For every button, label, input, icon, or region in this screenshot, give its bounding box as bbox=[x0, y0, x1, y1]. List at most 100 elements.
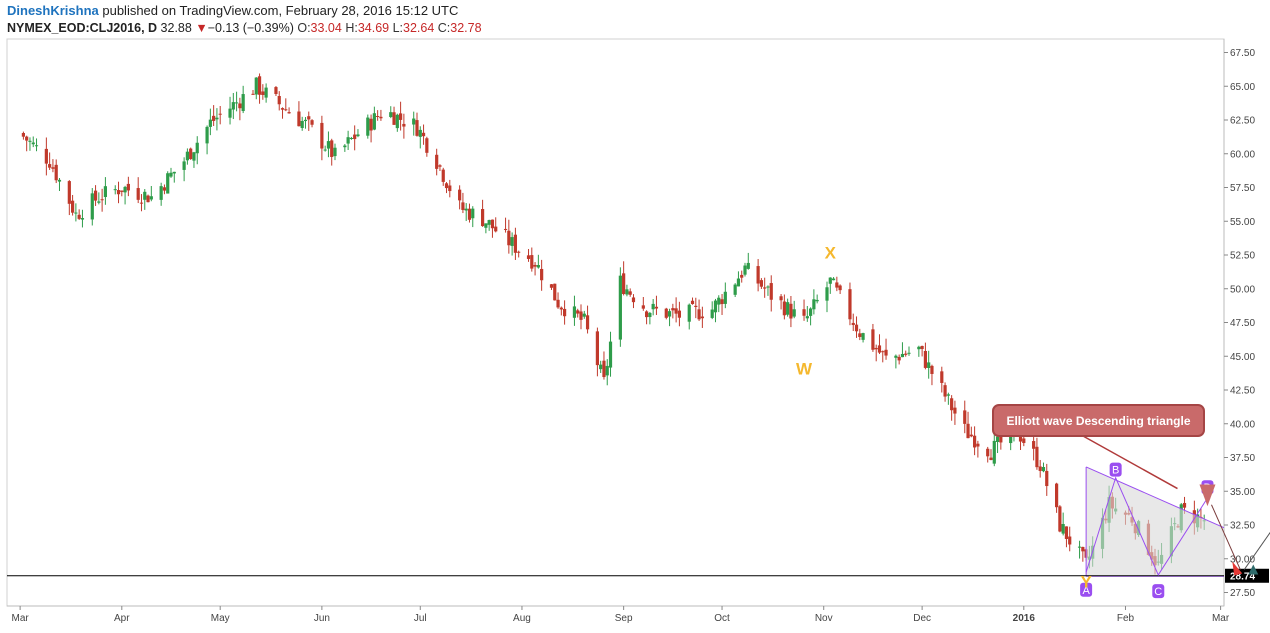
candle-body bbox=[251, 93, 255, 95]
candle-body bbox=[782, 301, 786, 316]
candle-body bbox=[690, 300, 695, 305]
candle-body bbox=[894, 355, 898, 358]
candle-body bbox=[123, 186, 127, 193]
candle-body bbox=[585, 315, 590, 330]
x-tick-label: Sep bbox=[615, 613, 633, 624]
candle-body bbox=[284, 109, 288, 111]
candle-body bbox=[667, 311, 672, 317]
candle-body bbox=[576, 310, 580, 314]
candle-body bbox=[503, 228, 508, 230]
candle-body bbox=[631, 297, 636, 303]
candle-body bbox=[651, 303, 655, 310]
candle-body bbox=[189, 148, 193, 160]
candle-body bbox=[572, 306, 577, 318]
candle-body bbox=[310, 120, 314, 125]
candle-body bbox=[28, 140, 32, 142]
y-tick-label: 30.00 bbox=[1230, 554, 1255, 565]
candle-body bbox=[330, 140, 334, 157]
candle-body bbox=[100, 199, 104, 201]
x-tick-label: Feb bbox=[1117, 613, 1135, 624]
candle-body bbox=[549, 284, 554, 288]
x-tick-label: Jun bbox=[314, 613, 330, 624]
candle-body bbox=[166, 173, 170, 194]
candle-body bbox=[517, 251, 521, 253]
candle-body bbox=[950, 398, 954, 411]
y-tick-label: 65.00 bbox=[1230, 82, 1255, 93]
candle-body bbox=[927, 362, 931, 368]
author-link[interactable]: DineshKrishna bbox=[7, 3, 99, 18]
candle-body bbox=[628, 291, 632, 295]
candle-body bbox=[805, 316, 809, 319]
candle-body bbox=[467, 208, 472, 220]
close-label: C: bbox=[437, 21, 451, 35]
candle-body bbox=[986, 448, 990, 457]
candle-body bbox=[44, 148, 48, 164]
candle-body bbox=[602, 360, 606, 378]
candle-body bbox=[1041, 467, 1046, 472]
candle-body bbox=[80, 218, 85, 220]
candle-body bbox=[992, 440, 996, 464]
symbol-info: NYMEX_EOD:CLJ2016, D 32.88 ▼−0.13 (−0.39… bbox=[7, 21, 482, 35]
candle-body bbox=[369, 118, 373, 131]
y-tick-label: 67.50 bbox=[1230, 48, 1255, 59]
candle-body bbox=[494, 226, 498, 232]
candle-body bbox=[740, 274, 744, 278]
candle-body bbox=[989, 457, 993, 460]
x-tick-label: Mar bbox=[12, 613, 30, 624]
x-tick-label: Dec bbox=[913, 613, 931, 624]
candle-body bbox=[835, 282, 839, 288]
candle-body bbox=[287, 112, 291, 114]
candle-body bbox=[343, 145, 347, 148]
candle-body bbox=[579, 311, 583, 320]
wave-letter: W bbox=[796, 359, 813, 378]
candle-body bbox=[185, 151, 189, 161]
candle-body bbox=[897, 356, 901, 361]
candle-body bbox=[162, 187, 167, 191]
candle-body bbox=[671, 308, 675, 311]
low-label: L: bbox=[392, 21, 404, 35]
y-tick-label: 40.00 bbox=[1230, 419, 1255, 430]
callout-text: Elliott wave Descending triangle bbox=[1006, 414, 1190, 428]
candle-body bbox=[438, 165, 442, 167]
red-down-marker-icon bbox=[1199, 484, 1216, 507]
candle-body bbox=[769, 283, 773, 300]
symbol-name: NYMEX_EOD:CLJ2016, D bbox=[7, 21, 158, 35]
candle-body bbox=[90, 193, 94, 220]
candle-body bbox=[444, 183, 449, 189]
candle-body bbox=[710, 309, 714, 318]
high-label: H: bbox=[345, 21, 358, 35]
candle-body bbox=[733, 284, 737, 295]
wave-path bbox=[1085, 476, 1208, 577]
candle-body bbox=[159, 186, 163, 200]
plot-frame bbox=[6, 38, 1225, 607]
candle-body bbox=[677, 310, 681, 318]
candle-body bbox=[389, 112, 393, 117]
y-tick-label: 27.50 bbox=[1230, 588, 1255, 599]
triangle-shading bbox=[1086, 466, 1224, 577]
candle-body bbox=[917, 346, 921, 350]
y-tick-label: 35.00 bbox=[1230, 487, 1255, 498]
candle-body bbox=[54, 164, 58, 181]
candle-body bbox=[126, 183, 130, 191]
wave-point-badge bbox=[1152, 584, 1165, 599]
candle-body bbox=[694, 305, 698, 307]
candle-body bbox=[641, 305, 645, 309]
candle-body bbox=[257, 76, 262, 95]
candle-body bbox=[622, 273, 626, 295]
candle-body bbox=[418, 129, 422, 137]
candle-body bbox=[618, 275, 622, 340]
candle-body bbox=[674, 308, 678, 314]
y-tick-label: 62.50 bbox=[1230, 116, 1255, 127]
candle-body bbox=[648, 312, 652, 318]
candle-body bbox=[1032, 441, 1036, 449]
candle-body bbox=[238, 103, 242, 109]
candle-body bbox=[372, 113, 376, 130]
candle-body bbox=[21, 133, 25, 137]
candle-body bbox=[1018, 433, 1023, 442]
candle-body bbox=[1068, 536, 1072, 545]
candle-body bbox=[1081, 546, 1085, 552]
candle-body bbox=[1038, 466, 1042, 471]
candle-body bbox=[487, 220, 491, 225]
candle-body bbox=[825, 287, 829, 301]
